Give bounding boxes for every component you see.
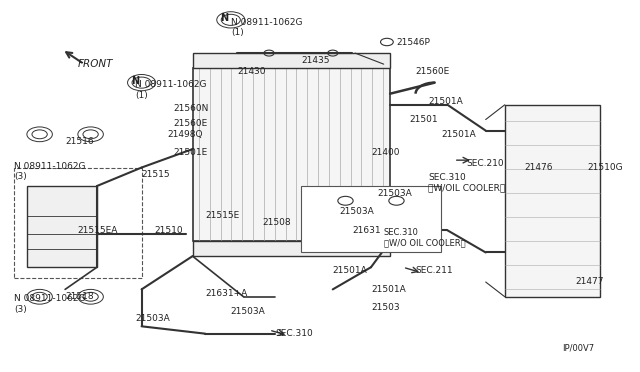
Text: N: N [220, 13, 228, 23]
Bar [301, 186, 441, 253]
Text: 21501E: 21501E [173, 148, 208, 157]
Text: 21430: 21430 [237, 67, 266, 76]
Text: 21503A: 21503A [231, 307, 266, 316]
Text: N 08911-1062G
(1): N 08911-1062G (1) [135, 80, 207, 100]
Text: 21631: 21631 [352, 226, 381, 235]
Text: 21400: 21400 [371, 148, 399, 157]
Text: 21510G: 21510G [588, 163, 623, 172]
Text: 21435: 21435 [301, 56, 330, 65]
Text: SEC.210: SEC.210 [467, 159, 504, 169]
Text: 21503: 21503 [371, 303, 399, 312]
Text: 21501A: 21501A [371, 285, 406, 294]
Polygon shape [193, 68, 390, 241]
Text: 21501A: 21501A [428, 97, 463, 106]
Text: 21560E: 21560E [415, 67, 450, 76]
Text: 21508: 21508 [262, 218, 291, 227]
Text: 21631+A: 21631+A [205, 289, 248, 298]
Text: 21503A: 21503A [135, 314, 170, 323]
Polygon shape [505, 105, 600, 297]
Text: 21477: 21477 [575, 278, 604, 286]
Text: N 08911-1062G
(3): N 08911-1062G (3) [14, 161, 86, 181]
Text: 21501A: 21501A [441, 130, 476, 139]
Text: 21510: 21510 [154, 226, 183, 235]
Text: 21516: 21516 [65, 137, 93, 146]
Text: 21501A: 21501A [333, 266, 367, 275]
Text: N: N [131, 76, 140, 86]
Text: SEC.310
〈W/O OIL COOLER〉: SEC.310 〈W/O OIL COOLER〉 [384, 228, 465, 247]
Bar [193, 53, 390, 68]
Text: 21503A: 21503A [378, 189, 412, 198]
Bar [14, 167, 141, 278]
Text: 21560N: 21560N [173, 104, 209, 113]
Bar [193, 241, 390, 256]
Text: 21546P: 21546P [396, 38, 430, 46]
Text: IP/00V7: IP/00V7 [562, 344, 595, 353]
Text: 21515E: 21515E [205, 211, 239, 220]
Text: 21560E: 21560E [173, 119, 208, 128]
Text: SEC.310: SEC.310 [275, 329, 313, 338]
Text: 21518: 21518 [65, 292, 93, 301]
Text: SEC.310
〈W/OIL COOLER〉: SEC.310 〈W/OIL COOLER〉 [428, 173, 506, 192]
Text: 21515EA: 21515EA [78, 226, 118, 235]
Text: N 08911-1062G
(1): N 08911-1062G (1) [231, 17, 302, 37]
Text: 21476: 21476 [524, 163, 552, 172]
Text: 21503A: 21503A [339, 207, 374, 217]
Text: 21501: 21501 [409, 115, 438, 124]
Text: 21515: 21515 [141, 170, 170, 179]
Bar [27, 186, 97, 267]
Text: FRONT: FRONT [78, 59, 113, 69]
Text: SEC.211: SEC.211 [415, 266, 453, 275]
Text: N 08911-1062G
(3): N 08911-1062G (3) [14, 295, 86, 314]
Text: 21498Q: 21498Q [167, 130, 203, 139]
